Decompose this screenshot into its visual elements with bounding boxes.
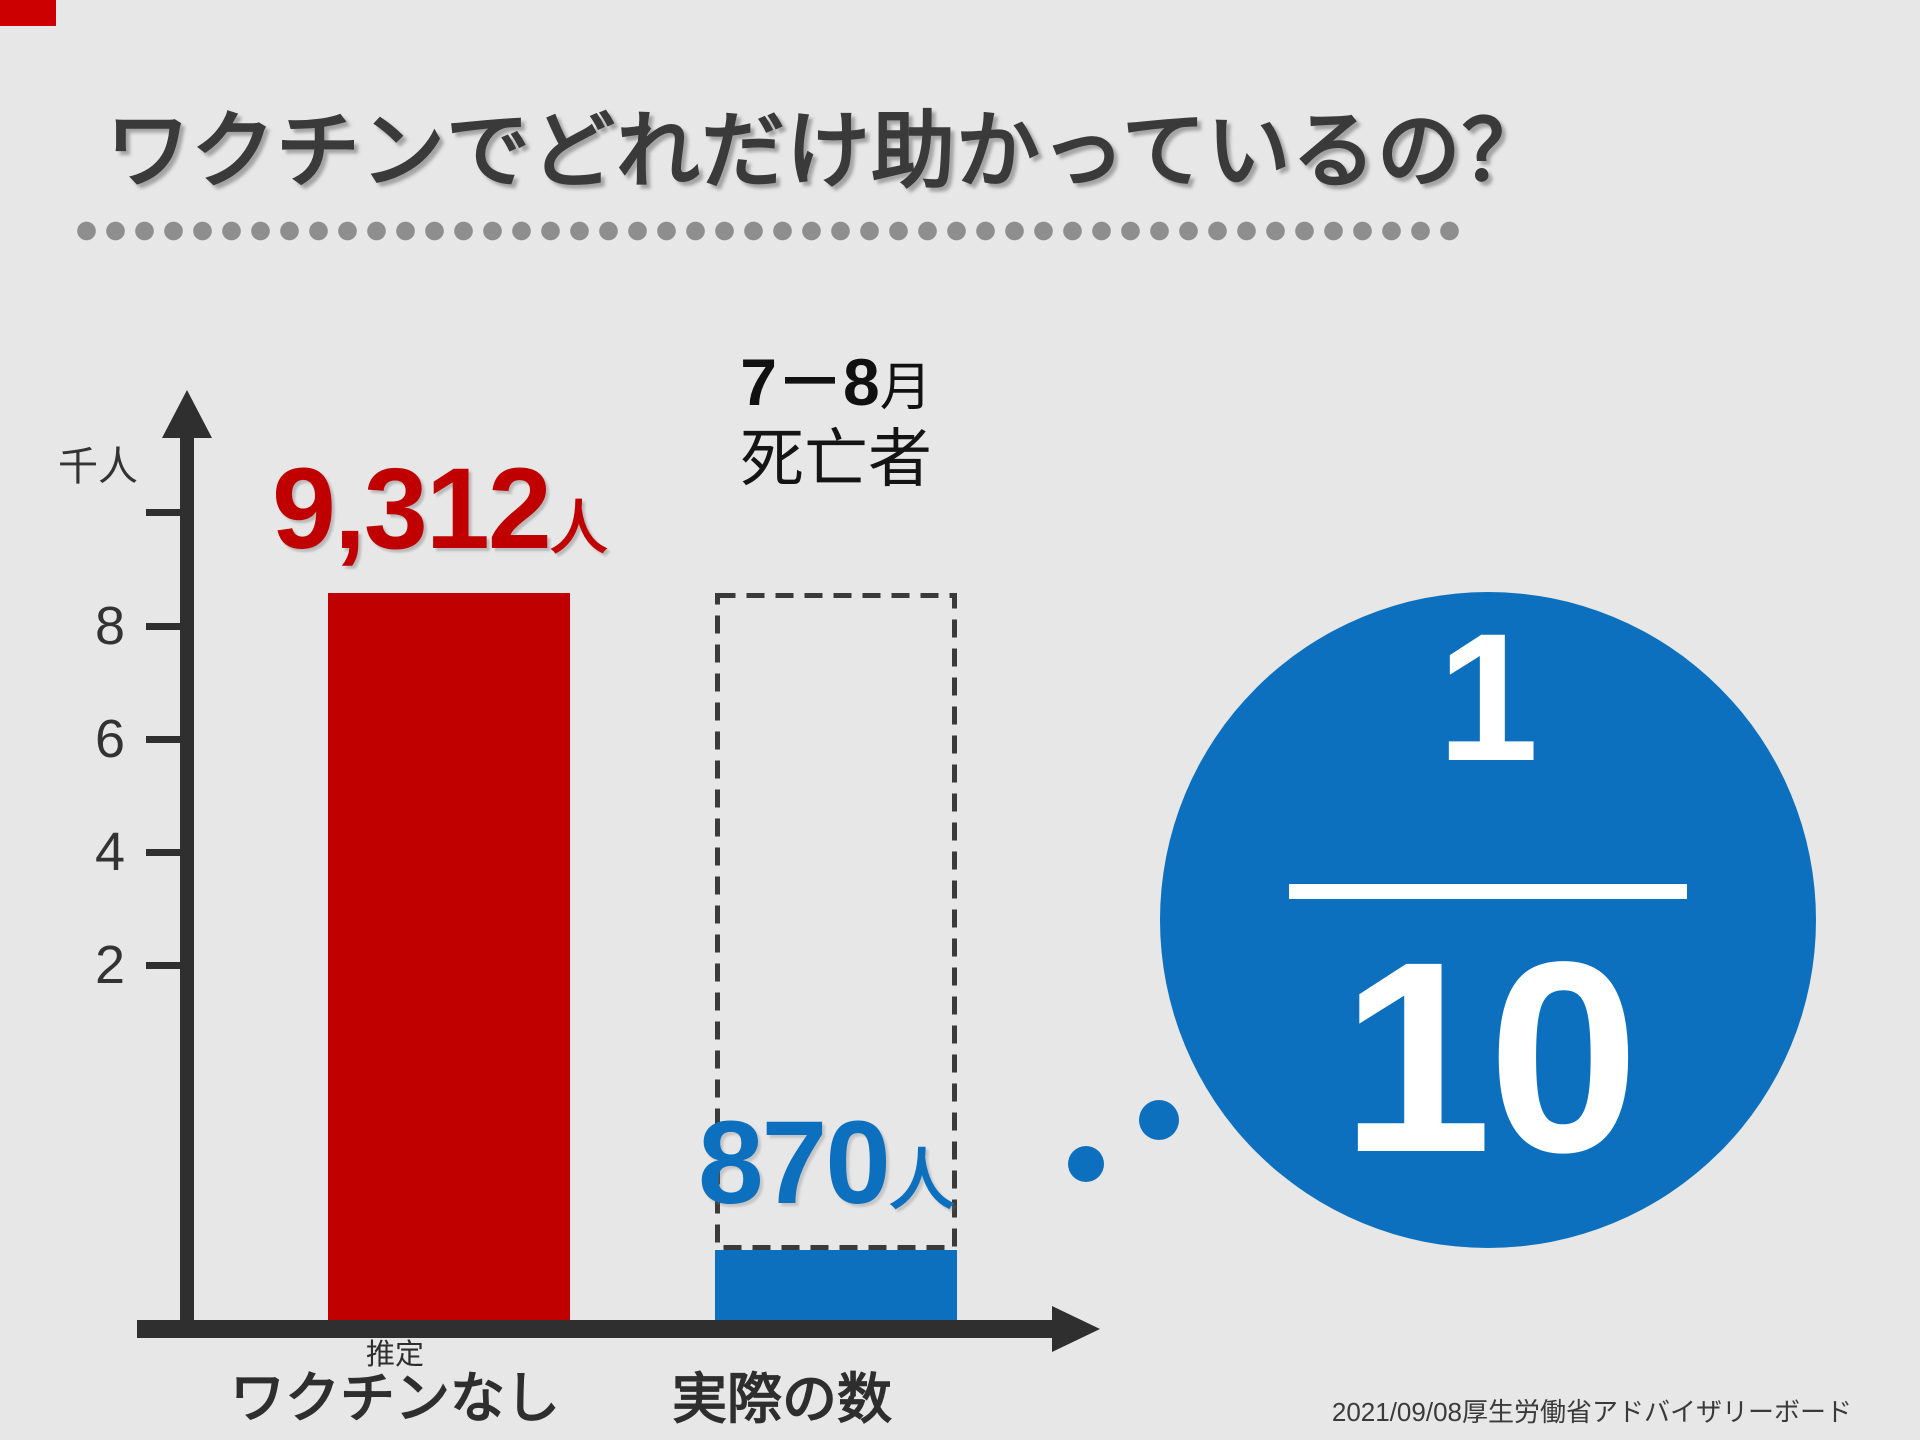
fraction-denominator: 10 [1340,905,1640,1209]
y-axis-unit-label: 千人 [58,445,138,489]
corner-accent-bar [0,0,56,26]
actual-value-unit: 人 [888,1143,955,1217]
no-vaccine-value-unit: 人 [549,496,608,561]
x-axis-line [137,1320,1052,1338]
y-axis-tick-label: 2 [94,935,125,995]
x-label-no-vaccine-annotation: 推定 [365,1339,424,1371]
y-axis-tick [146,849,180,856]
y-axis-tick-label: 4 [94,822,125,882]
x-label-no-vaccine-text: ワクチンなし [229,1367,560,1430]
period-unit: 月 [879,359,932,417]
ratio-circle: 1 10 [1160,592,1816,1248]
y-axis-tick [146,736,180,743]
fraction-bar [1289,884,1687,899]
x-label-actual: 実際の数 [612,1368,952,1430]
source-note: 2021/09/08厚生労働省アドバイザリーボード [1331,1397,1852,1427]
no-vaccine-value-number: 9,312 [272,445,552,573]
reference-outline-box [715,593,957,1250]
y-axis-line [180,430,194,1337]
period-label: 7－8月 [715,346,957,419]
bar-actual [715,1250,957,1320]
bar-no-vaccine [328,593,570,1320]
period-range: 7－8 [740,345,880,419]
no-vaccine-value-label: 9,312人 [272,452,608,567]
y-axis-tick-label: 8 [94,596,125,656]
bubble-dot-small [1068,1146,1104,1182]
y-axis-tick-label: 6 [94,709,125,769]
y-axis-tick [146,962,180,969]
page-title: ワクチンでどれだけ助かっているの？ [106,104,1547,198]
y-axis-tick [146,623,180,630]
x-label-actual-text: 実際の数 [671,1368,892,1430]
y-axis-tick [146,509,180,516]
actual-value-label: 870人 [698,1104,955,1222]
x-axis-arrowhead-icon [1052,1306,1100,1352]
dotted-divider [72,221,1464,241]
bubble-dot-large [1139,1100,1179,1140]
actual-value-number: 870 [698,1097,891,1229]
deaths-label: 死亡者 [740,423,932,495]
x-label-no-vaccine: 推定 ワクチンなし [225,1340,565,1428]
fraction-numerator: 1 [1437,595,1539,799]
